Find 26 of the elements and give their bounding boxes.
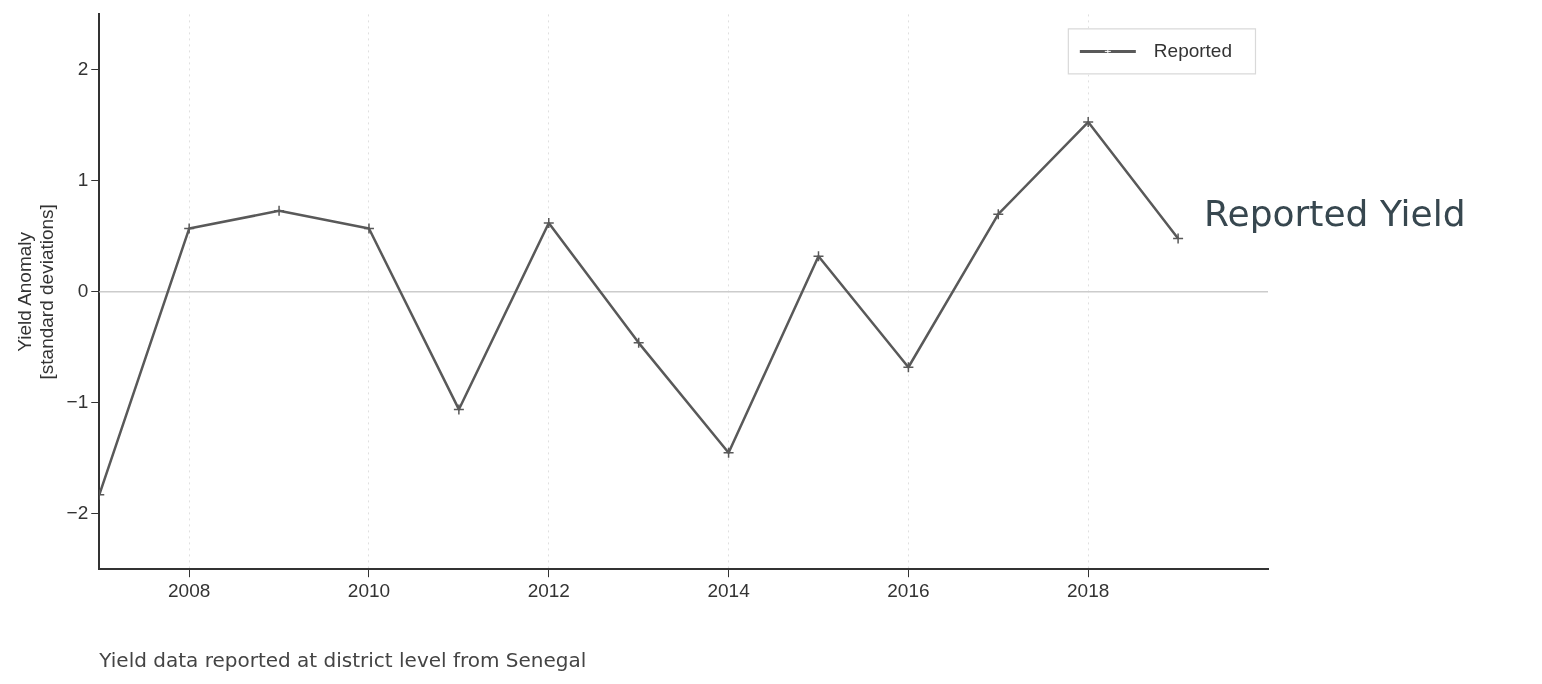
x-tick-label: 2014 <box>707 579 751 601</box>
point <box>1082 116 1094 128</box>
point <box>183 222 195 235</box>
y-tick-label: −1 <box>66 390 89 412</box>
point <box>543 217 555 229</box>
x-tick-label: 2016 <box>887 579 930 601</box>
annotation: Reported Yield <box>1204 192 1466 234</box>
x-tick-label: 2008 <box>168 579 211 601</box>
point <box>453 403 465 416</box>
point <box>992 208 1005 220</box>
point <box>632 337 645 349</box>
point <box>722 446 735 459</box>
legend-label: Reported <box>1153 39 1233 61</box>
point <box>1172 232 1184 245</box>
x-tick-label: 2012 <box>527 579 570 601</box>
x-tick-label: 2018 <box>1067 579 1110 601</box>
y-tick-label: 1 <box>77 169 89 191</box>
y-tick-label: 2 <box>77 58 89 80</box>
y-axis-title: Yield Anomaly [standard deviations] <box>13 204 58 380</box>
point <box>902 361 915 373</box>
point <box>812 250 825 263</box>
y-tick-label: −2 <box>66 501 89 523</box>
y-tick-label: 0 <box>77 280 89 302</box>
point <box>363 222 375 235</box>
x-tick-label: 2010 <box>347 579 391 601</box>
text: Yield data reported at district level from Senegal <box>98 648 587 673</box>
